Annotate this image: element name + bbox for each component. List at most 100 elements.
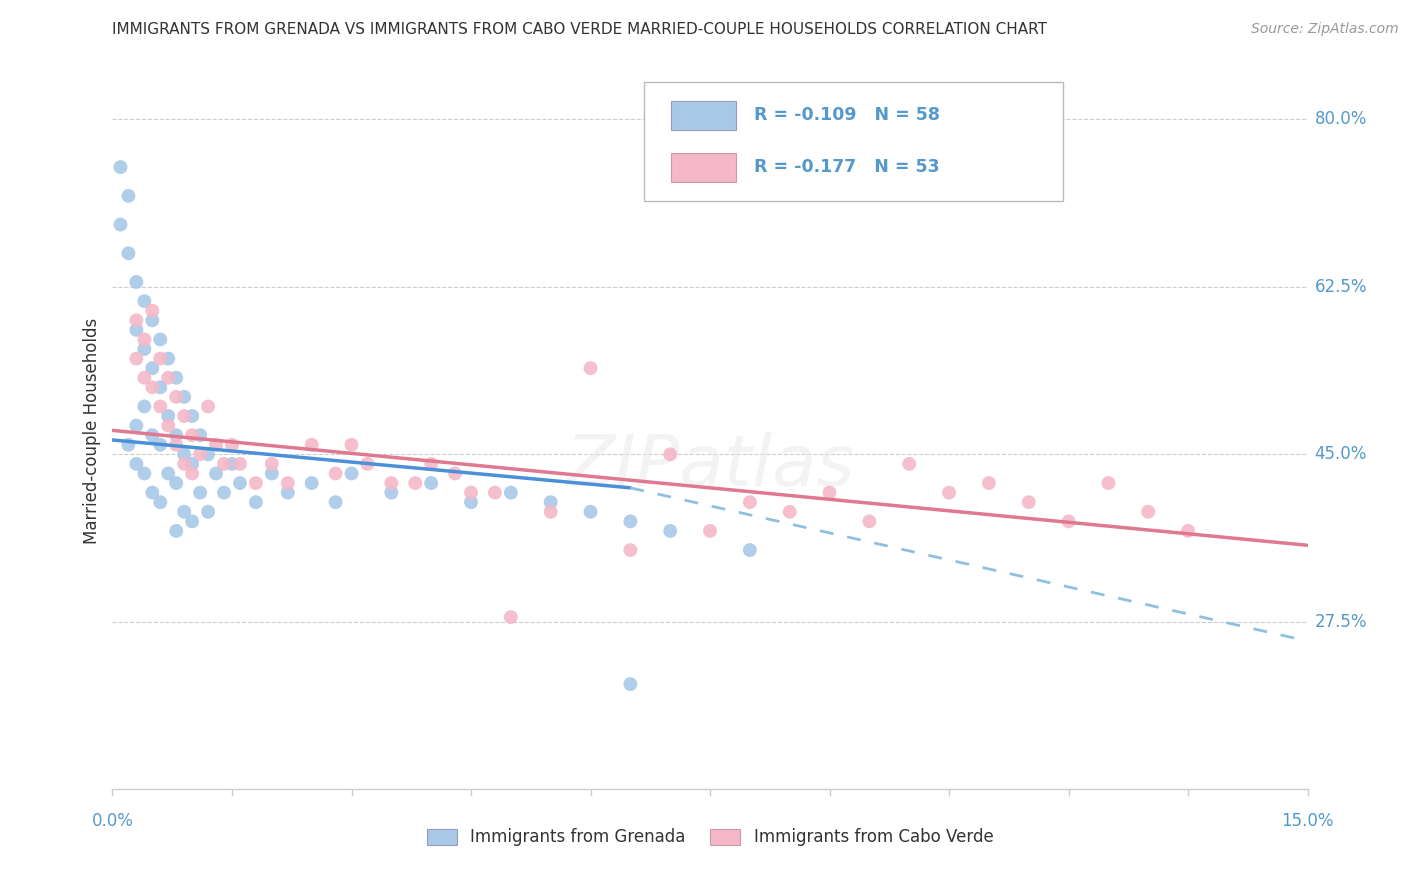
Point	[165, 524, 187, 538]
Point	[134, 342, 156, 356]
Point	[380, 476, 402, 491]
Point	[579, 505, 602, 519]
Point	[134, 467, 156, 481]
Point	[212, 485, 235, 500]
Point	[229, 457, 252, 471]
Point	[221, 457, 243, 471]
Point	[117, 246, 139, 260]
Point	[149, 351, 172, 366]
Point	[197, 400, 219, 414]
Point	[404, 476, 426, 491]
Point	[157, 467, 180, 481]
Point	[818, 485, 841, 500]
Point	[149, 380, 172, 394]
Point	[141, 485, 163, 500]
Point	[157, 409, 180, 423]
Point	[181, 409, 204, 423]
Point	[181, 457, 204, 471]
Point	[165, 438, 187, 452]
Point	[380, 485, 402, 500]
Point	[260, 467, 283, 481]
Point	[540, 495, 562, 509]
Point	[277, 476, 299, 491]
Point	[420, 457, 443, 471]
Point	[340, 467, 363, 481]
Point	[173, 390, 195, 404]
Point	[125, 275, 148, 289]
Point	[212, 457, 235, 471]
Point	[260, 457, 283, 471]
Point	[205, 467, 228, 481]
Point	[181, 514, 204, 528]
Point	[197, 505, 219, 519]
Point	[619, 543, 641, 558]
Point	[221, 438, 243, 452]
Point	[699, 524, 721, 538]
Bar	[671, 153, 737, 182]
Point	[134, 333, 156, 347]
Point	[245, 476, 267, 491]
Text: Source: ZipAtlas.com: Source: ZipAtlas.com	[1251, 22, 1399, 37]
Text: 45.0%: 45.0%	[1315, 445, 1367, 463]
Point	[141, 361, 163, 376]
Point	[134, 400, 156, 414]
Point	[540, 505, 562, 519]
Point	[173, 409, 195, 423]
Point	[165, 370, 187, 384]
Point	[301, 476, 323, 491]
Point	[188, 447, 211, 461]
Text: 80.0%: 80.0%	[1315, 111, 1367, 128]
Text: 62.5%: 62.5%	[1315, 277, 1367, 296]
Point	[125, 351, 148, 366]
Point	[205, 438, 228, 452]
Point	[149, 400, 172, 414]
Point	[125, 418, 148, 433]
Point	[157, 418, 180, 433]
Bar	[671, 101, 737, 129]
Point	[229, 476, 252, 491]
Point	[134, 294, 156, 309]
Point	[188, 485, 211, 500]
Point	[157, 351, 180, 366]
Point	[977, 476, 1000, 491]
Point	[188, 428, 211, 442]
Point	[301, 438, 323, 452]
Point	[659, 524, 682, 538]
Text: IMMIGRANTS FROM GRENADA VS IMMIGRANTS FROM CABO VERDE MARRIED-COUPLE HOUSEHOLDS : IMMIGRANTS FROM GRENADA VS IMMIGRANTS FR…	[112, 22, 1047, 37]
Point	[499, 610, 522, 624]
Point	[165, 390, 187, 404]
Point	[619, 514, 641, 528]
Point	[141, 428, 163, 442]
Point	[141, 303, 163, 318]
Point	[325, 495, 347, 509]
Point	[460, 495, 482, 509]
Point	[325, 467, 347, 481]
Point	[619, 677, 641, 691]
Text: R = -0.109   N = 58: R = -0.109 N = 58	[754, 106, 941, 124]
Point	[173, 447, 195, 461]
Point	[149, 495, 172, 509]
Point	[340, 438, 363, 452]
Point	[499, 485, 522, 500]
Point	[444, 467, 467, 481]
Point	[173, 505, 195, 519]
Point	[149, 333, 172, 347]
Point	[197, 447, 219, 461]
Point	[858, 514, 880, 528]
Text: ZIPatlas: ZIPatlas	[565, 432, 855, 500]
Point	[938, 485, 960, 500]
Point	[110, 218, 132, 232]
Point	[898, 457, 921, 471]
Point	[659, 447, 682, 461]
FancyBboxPatch shape	[644, 82, 1063, 201]
Point	[149, 438, 172, 452]
Point	[1137, 505, 1160, 519]
Point	[173, 457, 195, 471]
Text: 15.0%: 15.0%	[1281, 812, 1334, 830]
Point	[125, 323, 148, 337]
Point	[245, 495, 267, 509]
Point	[277, 485, 299, 500]
Point	[125, 313, 148, 327]
Point	[110, 160, 132, 174]
Point	[779, 505, 801, 519]
